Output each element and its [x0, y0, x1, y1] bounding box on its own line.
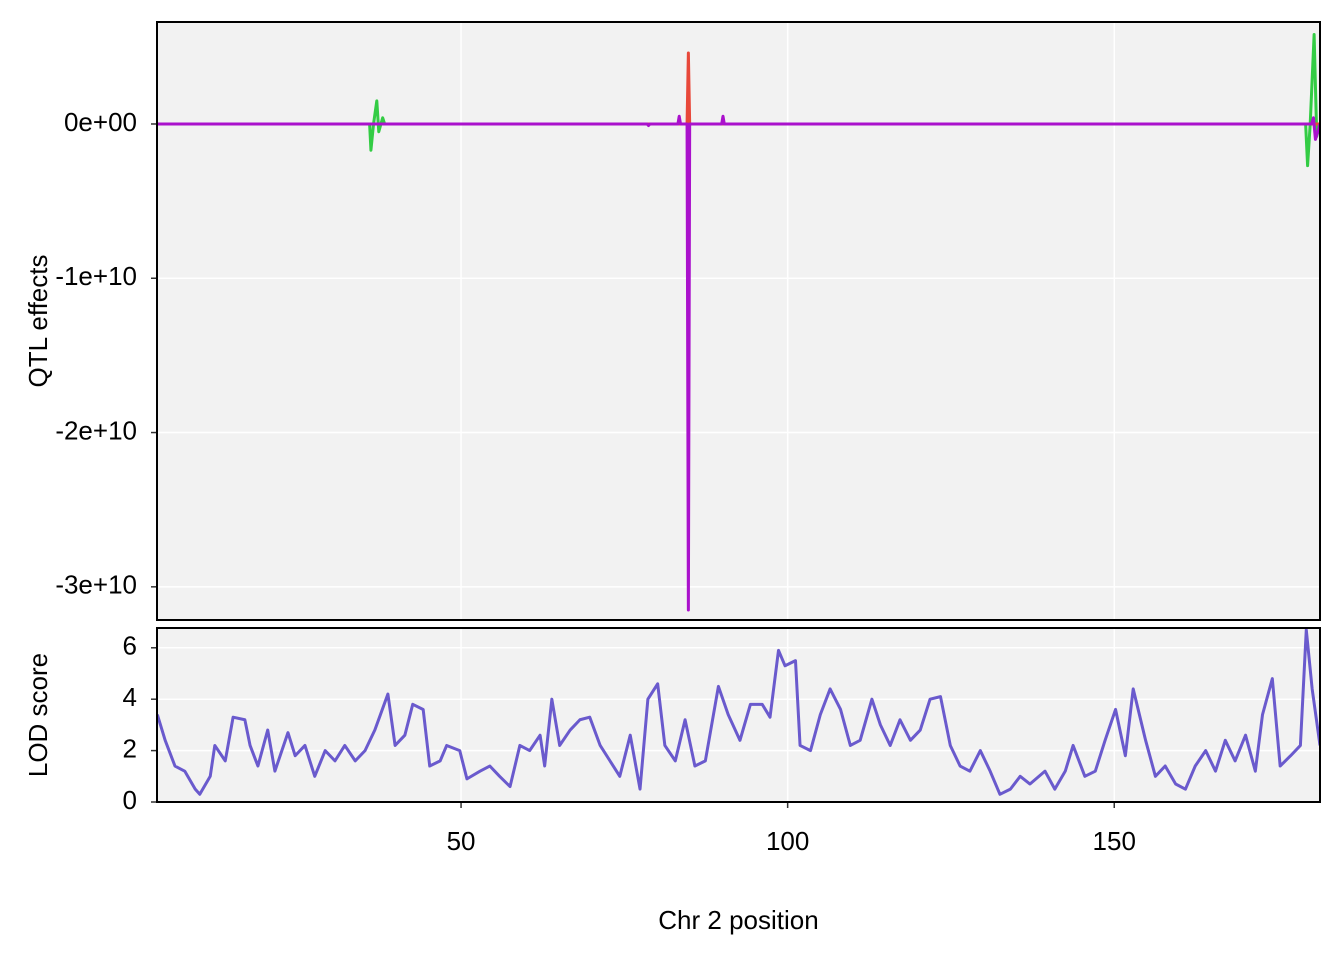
plot-frame	[156, 21, 1321, 621]
y-tick-label: -2e+10	[55, 415, 137, 445]
series-group	[157, 33, 1320, 612]
y-tick-label: 2	[123, 733, 137, 763]
series-line	[157, 114, 1320, 612]
series-group	[157, 628, 1320, 796]
y-tick-label: 0e+00	[64, 107, 137, 137]
y-tick-label: -1e+10	[55, 261, 137, 291]
plot-frame	[156, 627, 1321, 803]
y-tick-label: 0	[123, 785, 137, 815]
plot-background	[157, 628, 1320, 802]
x-axis-label: Chr 2 position	[658, 905, 818, 935]
y-axis-label: LOD score	[23, 653, 53, 777]
y-axis-label: QTL effects	[23, 255, 53, 388]
y-tick-label: 4	[123, 682, 137, 712]
y-tick-label: -3e+10	[55, 570, 137, 600]
series-line	[157, 628, 1320, 796]
plot-background	[157, 22, 1320, 620]
x-tick-label: 100	[766, 826, 809, 856]
x-tick-label: 150	[1093, 826, 1136, 856]
x-tick-label: 50	[447, 826, 476, 856]
series-line	[157, 33, 1320, 168]
y-tick-label: 6	[123, 631, 137, 661]
